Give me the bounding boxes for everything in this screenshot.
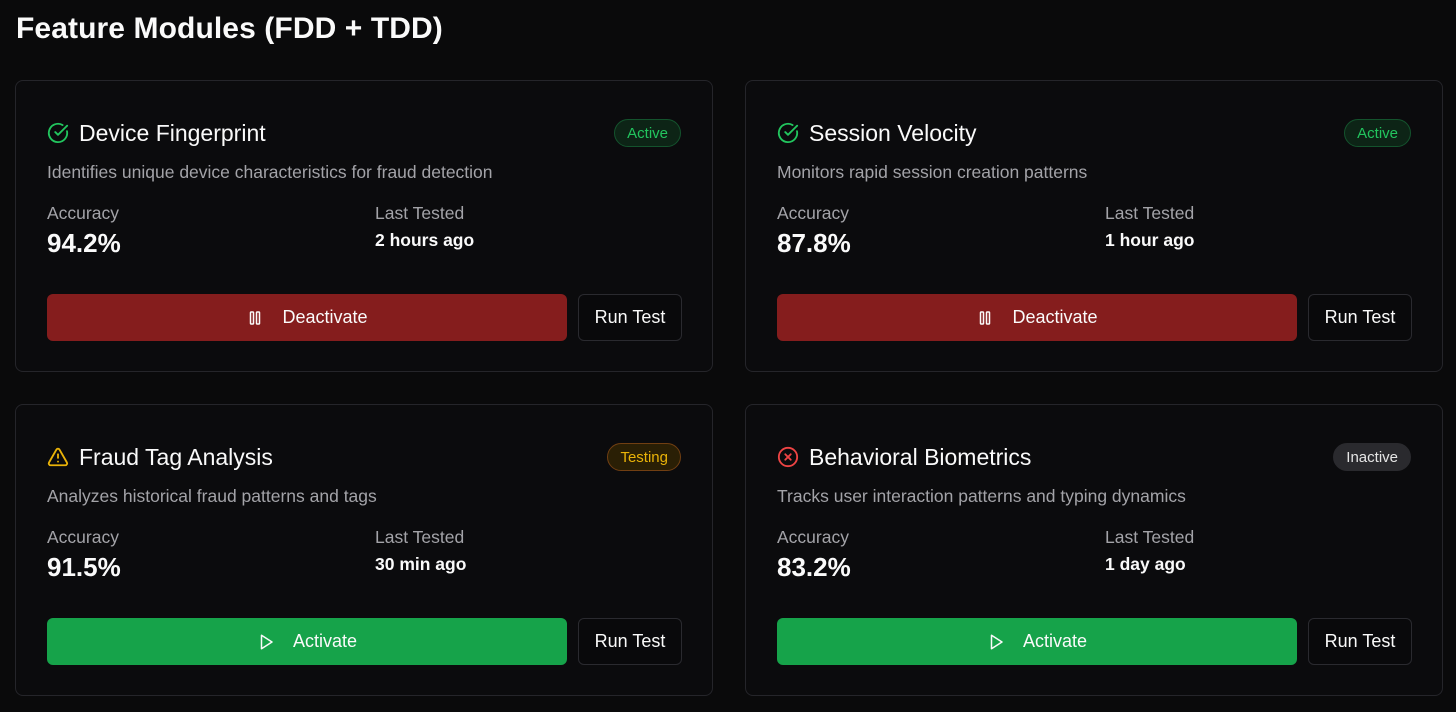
play-icon (257, 633, 275, 651)
accuracy-label: Accuracy (777, 527, 849, 547)
accuracy-value: 91.5% (47, 552, 121, 582)
card-title: Fraud Tag Analysis (79, 443, 273, 470)
last-tested-value: 1 hour ago (1105, 230, 1195, 250)
card-title: Device Fingerprint (79, 119, 266, 146)
run-test-button[interactable]: Run Test (1308, 294, 1412, 341)
module-card-fraud-tag-analysis: Fraud Tag Analysis Testing Analyzes hist… (15, 404, 713, 696)
run-test-button[interactable]: Run Test (578, 618, 682, 665)
last-tested-value: 1 day ago (1105, 554, 1186, 574)
accuracy-label: Accuracy (777, 203, 849, 223)
card-header: Device Fingerprint Active (47, 119, 681, 147)
deactivate-button-label: Deactivate (1012, 307, 1098, 327)
page-title: Feature Modules (FDD + TDD) (16, 12, 443, 45)
pause-icon (976, 309, 994, 327)
accuracy-label: Accuracy (47, 527, 119, 547)
card-description: Tracks user interaction patterns and typ… (777, 486, 1186, 506)
play-icon (987, 633, 1005, 651)
activate-button-label: Activate (1022, 631, 1088, 651)
activate-button[interactable]: Activate (47, 618, 567, 665)
last-tested-label: Last Tested (1105, 527, 1195, 547)
last-tested-label: Last Tested (375, 203, 465, 223)
card-header: Behavioral Biometrics Inactive (777, 443, 1411, 471)
module-grid: Device Fingerprint Active Identifies uni… (15, 80, 1443, 696)
module-card-device-fingerprint: Device Fingerprint Active Identifies uni… (15, 80, 713, 372)
card-description: Monitors rapid session creation patterns (777, 162, 1088, 182)
check-circle-icon (777, 122, 799, 144)
card-description: Analyzes historical fraud patterns and t… (47, 486, 377, 506)
last-tested-value: 2 hours ago (375, 230, 475, 250)
activate-button-label: Activate (292, 631, 358, 651)
accuracy-metric: Accuracy 87.8% (777, 203, 851, 259)
run-test-button[interactable]: Run Test (1308, 618, 1412, 665)
deactivate-button-label: Deactivate (282, 307, 368, 327)
accuracy-value: 83.2% (777, 552, 851, 582)
accuracy-value: 87.8% (777, 228, 851, 258)
module-card-session-velocity: Session Velocity Active Monitors rapid s… (745, 80, 1443, 372)
last-tested-metric: Last Tested 1 day ago (1105, 527, 1194, 575)
pause-icon (246, 309, 264, 327)
status-badge: Inactive (1333, 443, 1411, 471)
deactivate-button[interactable]: Deactivate (47, 294, 567, 341)
deactivate-button[interactable]: Deactivate (777, 294, 1297, 341)
warning-triangle-icon (47, 446, 69, 468)
card-title: Session Velocity (809, 119, 977, 146)
last-tested-metric: Last Tested 1 hour ago (1105, 203, 1194, 251)
status-badge: Testing (607, 443, 681, 471)
activate-button[interactable]: Activate (777, 618, 1297, 665)
run-test-button[interactable]: Run Test (578, 294, 682, 341)
accuracy-value: 94.2% (47, 228, 121, 258)
accuracy-metric: Accuracy 83.2% (777, 527, 851, 583)
status-badge: Active (614, 119, 681, 147)
last-tested-metric: Last Tested 2 hours ago (375, 203, 474, 251)
module-card-behavioral-biometrics: Behavioral Biometrics Inactive Tracks us… (745, 404, 1443, 696)
accuracy-label: Accuracy (47, 203, 119, 223)
accuracy-metric: Accuracy 91.5% (47, 527, 121, 583)
last-tested-label: Last Tested (375, 527, 465, 547)
check-circle-icon (47, 122, 69, 144)
last-tested-value: 30 min ago (375, 554, 467, 574)
x-circle-icon (777, 446, 799, 468)
card-title: Behavioral Biometrics (809, 443, 1032, 470)
card-header: Session Velocity Active (777, 119, 1411, 147)
card-description: Identifies unique device characteristics… (47, 162, 493, 182)
accuracy-metric: Accuracy 94.2% (47, 203, 121, 259)
card-header: Fraud Tag Analysis Testing (47, 443, 681, 471)
last-tested-label: Last Tested (1105, 203, 1195, 223)
status-badge: Active (1344, 119, 1411, 147)
last-tested-metric: Last Tested 30 min ago (375, 527, 466, 575)
